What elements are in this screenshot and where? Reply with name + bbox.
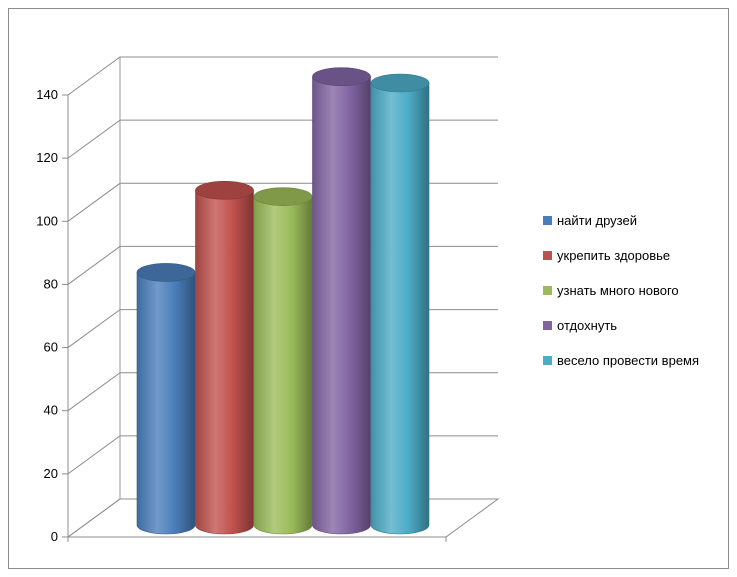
bar bbox=[312, 67, 371, 535]
bar-body bbox=[136, 272, 196, 535]
legend-swatch bbox=[543, 320, 552, 330]
legend-item: укрепить здоровье bbox=[543, 247, 699, 263]
bar-top bbox=[136, 263, 196, 282]
legend-swatch bbox=[543, 215, 552, 225]
y-tick-label: 0 bbox=[51, 529, 58, 544]
legend-label: узнать много нового bbox=[557, 282, 679, 298]
y-tick-label: 20 bbox=[44, 466, 58, 481]
legend-swatch bbox=[543, 285, 552, 295]
legend-label: найти друзей bbox=[557, 212, 637, 228]
y-tick-label: 100 bbox=[36, 213, 58, 228]
bar-top bbox=[253, 187, 313, 206]
y-tick-label: 40 bbox=[44, 403, 58, 418]
legend-label: укрепить здоровье bbox=[557, 247, 671, 263]
legend: найти друзей укрепить здоровье узнать мн… bbox=[543, 212, 699, 387]
y-tick-label: 80 bbox=[44, 276, 58, 291]
legend-item: найти друзей bbox=[543, 212, 699, 228]
y-axis bbox=[62, 94, 447, 542]
y-tick-label: 140 bbox=[36, 87, 58, 102]
legend-item: узнать много нового bbox=[543, 282, 699, 298]
legend-item: весело провести время bbox=[543, 352, 699, 368]
y-tick-label: 60 bbox=[44, 340, 58, 355]
gridline bbox=[67, 119, 498, 159]
bar-top bbox=[370, 73, 430, 93]
bar-top bbox=[195, 181, 254, 200]
bar bbox=[253, 187, 313, 535]
legend-label: весело провести время bbox=[557, 352, 700, 368]
bar bbox=[136, 263, 196, 535]
bar-body bbox=[253, 196, 313, 535]
bar-body bbox=[195, 190, 254, 535]
bar-top bbox=[312, 67, 371, 86]
bars bbox=[136, 67, 430, 535]
bar bbox=[370, 73, 430, 535]
legend-label: отдохнуть bbox=[557, 317, 618, 333]
legend-swatch bbox=[543, 355, 552, 365]
bar bbox=[195, 181, 254, 535]
bar-body bbox=[312, 76, 371, 535]
y-tick-labels: 0 20 40 60 80 100 120 140 bbox=[36, 87, 58, 544]
y-tick-label: 120 bbox=[36, 150, 58, 165]
gridline bbox=[67, 56, 498, 96]
legend-item: отдохнуть bbox=[543, 317, 699, 333]
bar-body bbox=[370, 82, 430, 535]
legend-swatch bbox=[543, 250, 552, 260]
